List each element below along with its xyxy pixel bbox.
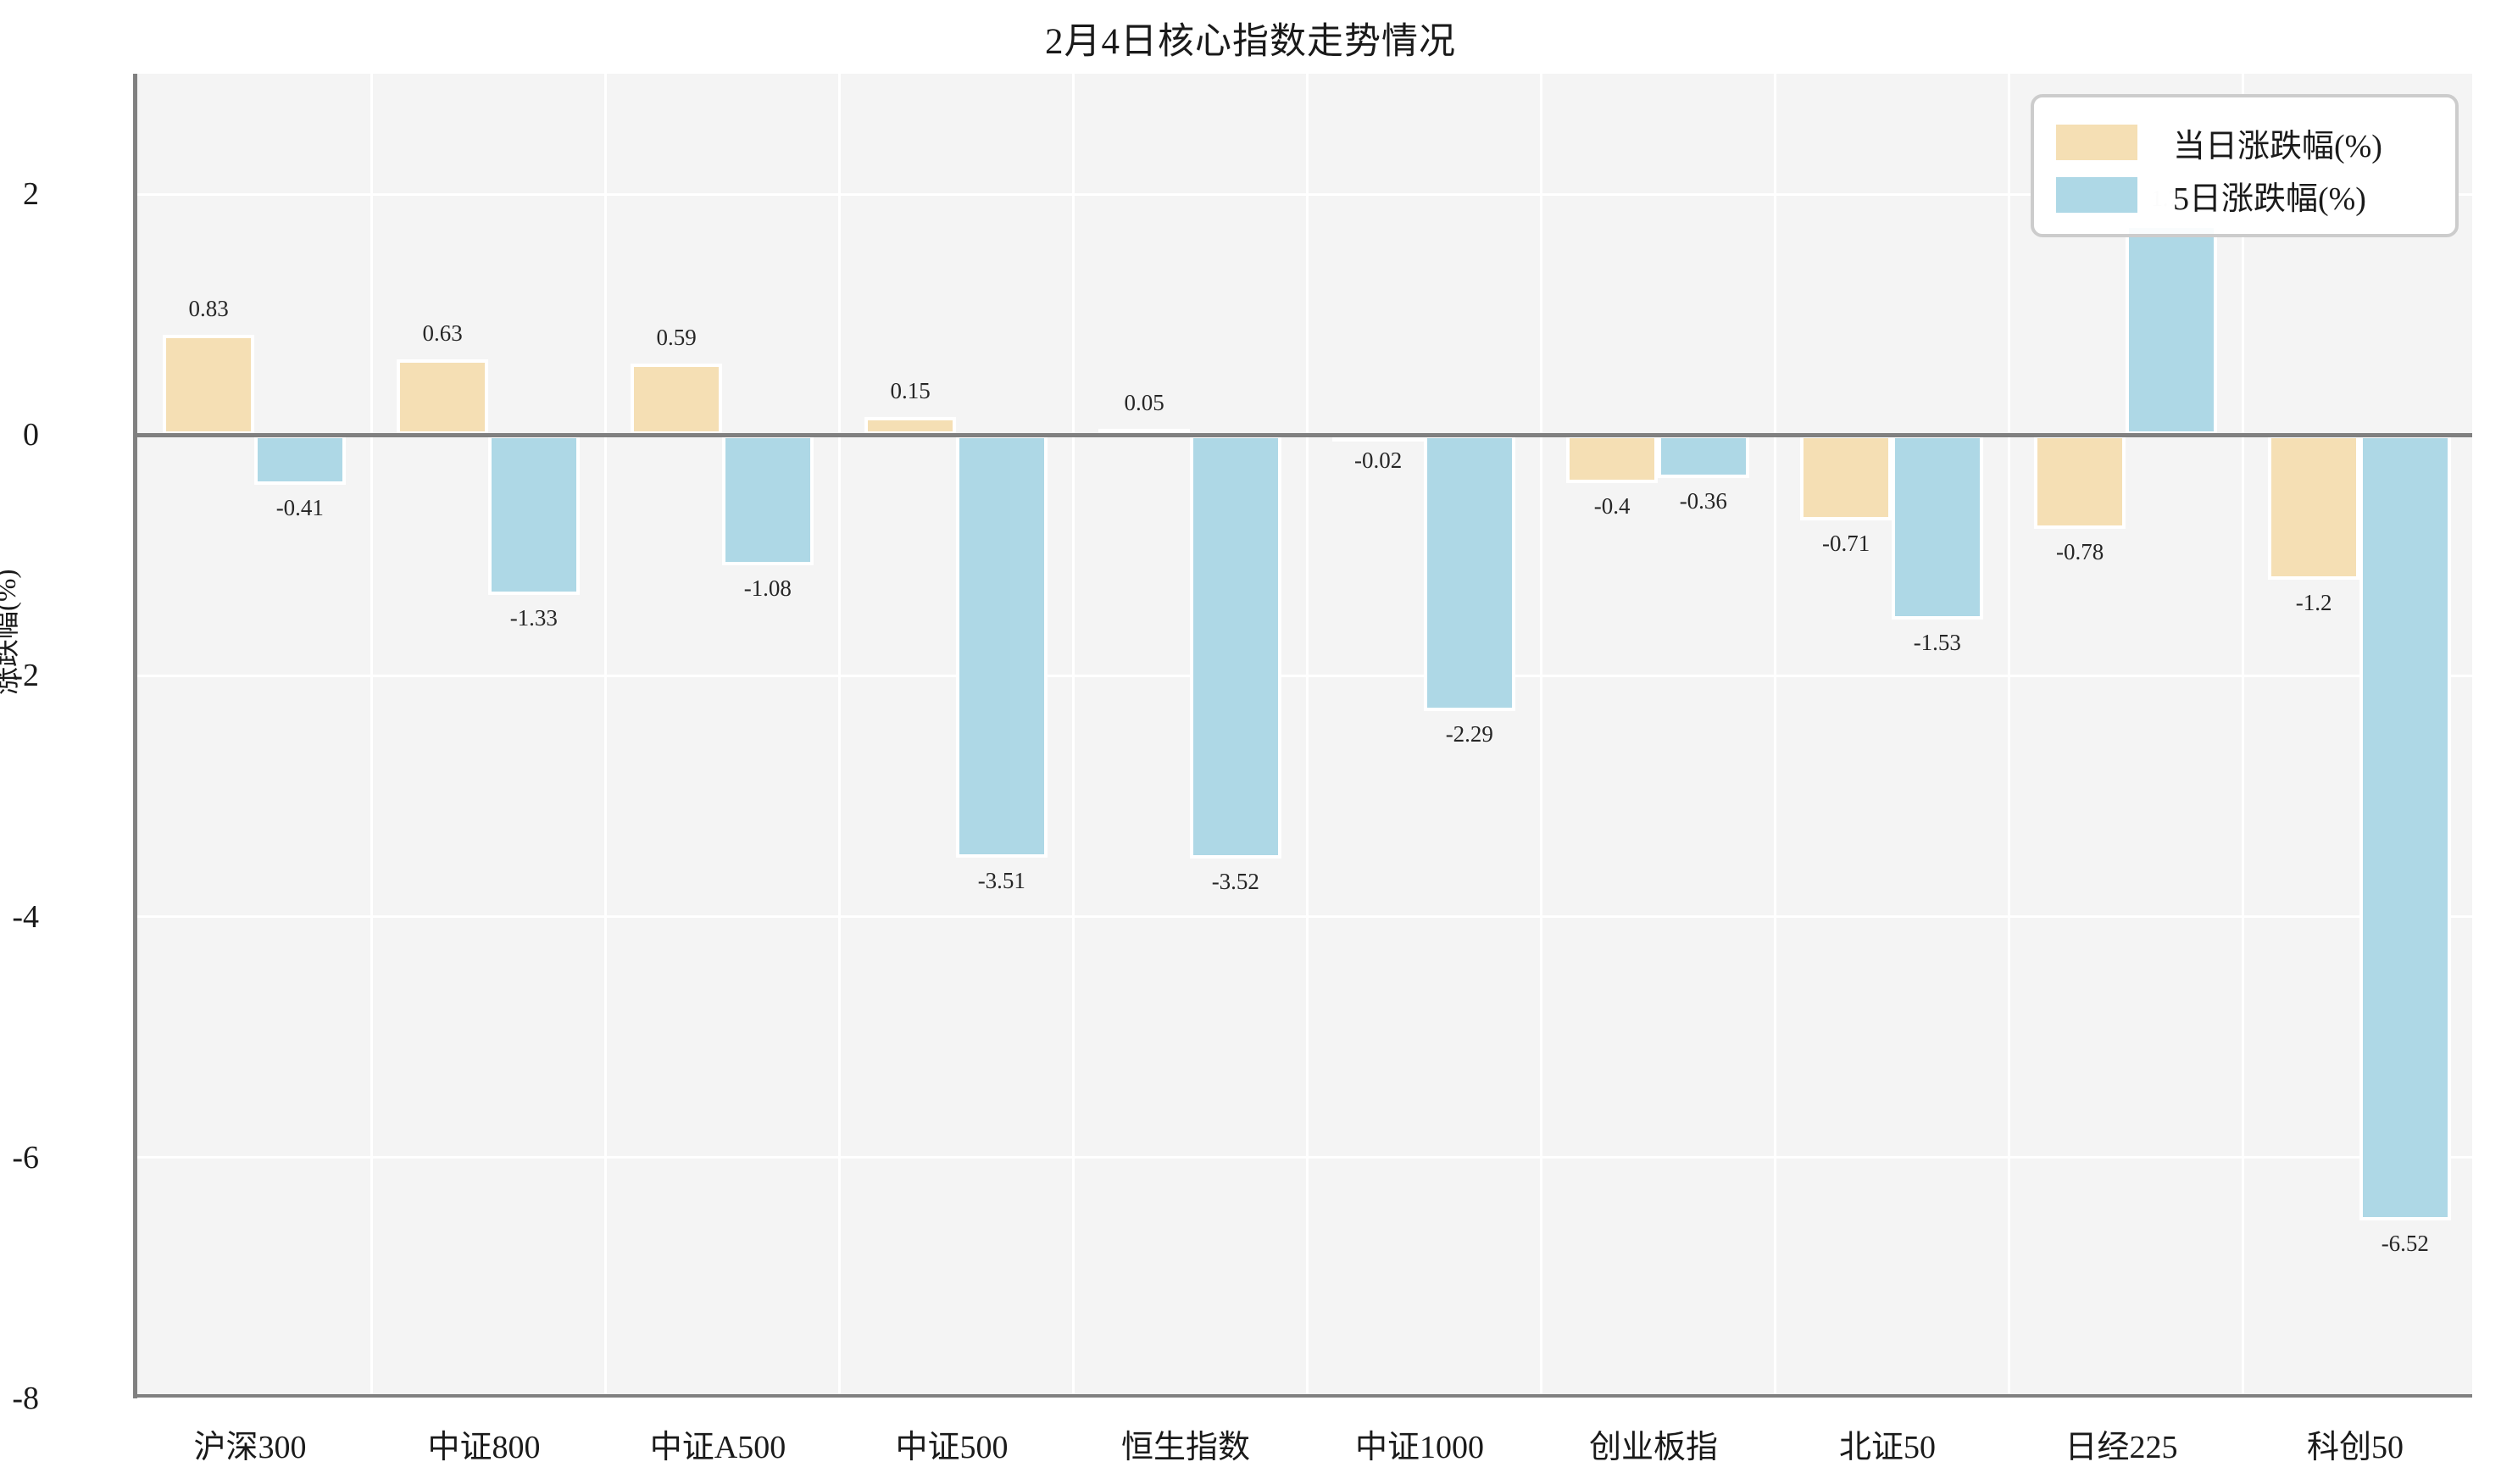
bar-series-1-4[interactable] bbox=[1190, 435, 1281, 859]
gridline-vertical bbox=[1773, 74, 1776, 1394]
gridline-vertical bbox=[837, 74, 841, 1394]
y-tick-label: 2 bbox=[23, 176, 39, 213]
data-label-series-0-5: -0.02 bbox=[1354, 447, 1403, 474]
x-tick-label-6: 创业板指 bbox=[1588, 1430, 1719, 1465]
legend-label: 5日涨跌幅(%) bbox=[2173, 181, 2366, 217]
y-tick-label: -4 bbox=[12, 898, 39, 935]
data-label-series-1-2: -1.08 bbox=[743, 575, 792, 601]
data-label-series-1-9: -6.52 bbox=[2381, 1230, 2429, 1256]
legend-item-0[interactable]: 当日涨跌幅(%) bbox=[2056, 116, 2455, 169]
data-label-series-0-9: -1.2 bbox=[2295, 589, 2332, 615]
y-tick-label: -8 bbox=[12, 1381, 39, 1416]
x-tick-label-5: 中证1000 bbox=[1354, 1430, 1485, 1465]
data-label-series-1-4: -3.52 bbox=[1211, 869, 1259, 895]
chart-legend[interactable]: 当日涨跌幅(%) 5日涨跌幅(%) bbox=[2031, 94, 2459, 237]
bar-series-1-2[interactable] bbox=[722, 435, 814, 565]
data-label-series-0-6: -0.4 bbox=[1593, 493, 1631, 520]
data-label-series-0-3: 0.15 bbox=[890, 377, 931, 403]
bar-series-1-1[interactable] bbox=[488, 435, 580, 596]
bar-series-1-7[interactable] bbox=[1892, 435, 1983, 620]
data-label-series-1-7: -1.53 bbox=[1913, 629, 1961, 655]
x-tick-label-2: 中证A500 bbox=[649, 1430, 786, 1465]
data-label-series-0-1: 0.63 bbox=[422, 320, 463, 346]
gridline-horizontal bbox=[137, 915, 2472, 919]
gridline-vertical bbox=[2241, 74, 2244, 1394]
legend-item-1[interactable]: 5日涨跌幅(%) bbox=[2056, 169, 2455, 221]
bar-series-1-6[interactable] bbox=[1658, 435, 1749, 479]
data-label-series-0-8: -0.78 bbox=[2056, 539, 2104, 565]
legend-label: 当日涨跌幅(%) bbox=[2173, 128, 2382, 164]
data-label-series-0-7: -0.71 bbox=[1822, 531, 1870, 557]
y-tick-label: -6 bbox=[12, 1139, 39, 1176]
x-tick-label-4: 恒生指数 bbox=[1120, 1430, 1251, 1465]
bar-series-1-5[interactable] bbox=[1424, 435, 1515, 711]
data-label-series-0-2: 0.59 bbox=[656, 325, 697, 351]
gridline-vertical bbox=[1539, 74, 1542, 1394]
y-axis-label: 涨跌幅(%) bbox=[0, 569, 22, 695]
data-label-series-1-6: -0.36 bbox=[1679, 488, 1727, 514]
plot-area: 0.83 0.63 0.59 0.15 0.05 -0.02 -0.4 -0.71 -0.78 -… bbox=[133, 74, 2472, 1400]
legend-swatch-icon bbox=[2056, 125, 2137, 160]
gridline-vertical bbox=[603, 74, 607, 1394]
y-tick-label: -2 bbox=[12, 658, 39, 694]
gridline-vertical bbox=[370, 74, 373, 1394]
bar-series-0-6[interactable] bbox=[1566, 435, 1658, 484]
bar-series-1-8[interactable] bbox=[2126, 224, 2217, 436]
x-tick-label-9: 科创50 bbox=[2306, 1430, 2404, 1465]
x-tick-label-7: 北证50 bbox=[1838, 1430, 1937, 1465]
x-tick-label-3: 中证500 bbox=[895, 1430, 1009, 1465]
legend-swatch-icon bbox=[2056, 177, 2137, 213]
x-tick-label-8: 日经225 bbox=[2065, 1430, 2178, 1465]
bar-series-0-2[interactable] bbox=[631, 364, 722, 436]
data-label-series-1-5: -2.29 bbox=[1445, 720, 1493, 747]
data-label-series-1-1: -1.33 bbox=[509, 605, 558, 631]
chart-title: 2月4日核心指数走势情况 bbox=[1045, 22, 1456, 62]
gridline-vertical bbox=[1071, 74, 1075, 1394]
data-label-series-1-3: -3.51 bbox=[977, 868, 1025, 893]
bar-series-1-0[interactable] bbox=[254, 435, 346, 485]
bar-series-0-9[interactable] bbox=[2268, 435, 2359, 580]
y-tick-label: 0 bbox=[23, 417, 39, 453]
data-label-series-0-4: 0.05 bbox=[1124, 390, 1164, 416]
data-label-series-0-0: 0.83 bbox=[188, 296, 229, 322]
bar-series-0-1[interactable] bbox=[397, 358, 488, 436]
x-tick-label-0: 沪深300 bbox=[193, 1430, 307, 1465]
bar-series-1-3[interactable] bbox=[956, 435, 1048, 858]
zero-baseline bbox=[137, 432, 2472, 437]
bar-series-1-9[interactable] bbox=[2359, 435, 2451, 1220]
gridline-vertical bbox=[2007, 74, 2010, 1394]
data-label-series-1-0: -0.41 bbox=[275, 494, 324, 520]
bar-series-0-7[interactable] bbox=[1800, 435, 1892, 521]
x-tick-label-1: 中证800 bbox=[427, 1430, 541, 1465]
bar-series-0-8[interactable] bbox=[2034, 435, 2126, 530]
gridline-horizontal bbox=[137, 1156, 2472, 1159]
gridline-vertical bbox=[1305, 74, 1309, 1394]
gridline-horizontal bbox=[137, 1397, 2472, 1400]
bar-series-0-0[interactable] bbox=[163, 335, 254, 436]
gridline-horizontal bbox=[137, 192, 2472, 196]
gridline-horizontal bbox=[137, 674, 2472, 677]
